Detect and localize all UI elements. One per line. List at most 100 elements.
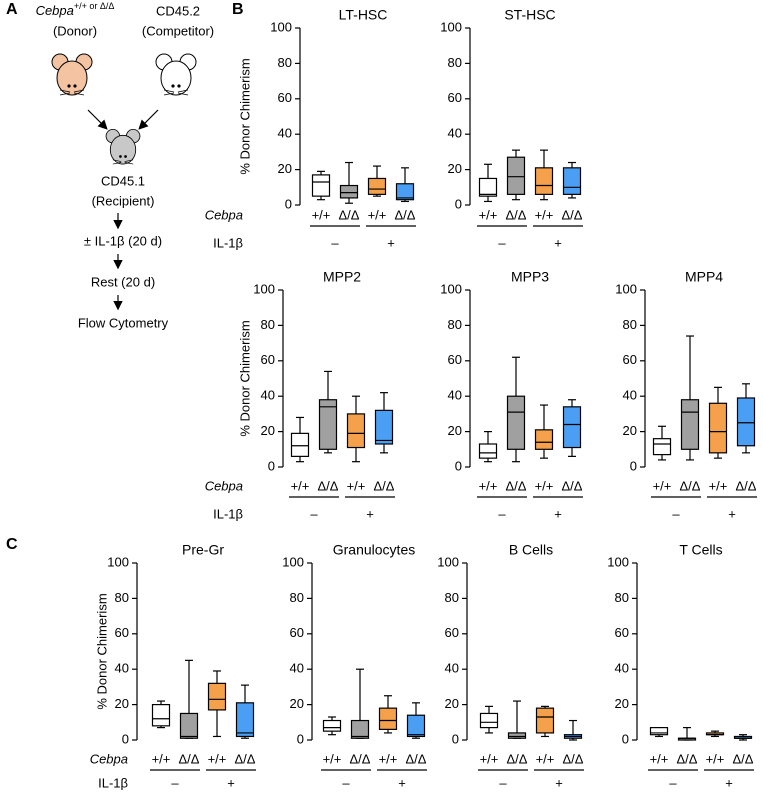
- x-tick-label: +/+: [535, 478, 554, 493]
- y-tick-label: 80: [623, 317, 637, 332]
- x-tick-label: +/+: [650, 751, 669, 766]
- row-label: Cebpa: [205, 207, 243, 222]
- y-tick-label: 20: [261, 423, 275, 438]
- y-tick-label: 100: [440, 19, 462, 34]
- recipient-role: (Recipient): [92, 193, 155, 208]
- box: [339, 184, 359, 199]
- y-tick-label: 0: [268, 458, 275, 473]
- donor-mouse: [51, 53, 93, 96]
- x-tick-label: +/+: [709, 478, 728, 493]
- donor-role: (Donor): [53, 23, 97, 38]
- box: [179, 712, 199, 739]
- y-tick-label: 20: [278, 161, 292, 176]
- y-tick-label: 80: [448, 55, 462, 70]
- chart-title: Pre-Gr: [182, 542, 224, 558]
- x-tick-label: Δ/Δ: [506, 478, 527, 493]
- group-label: +: [387, 235, 395, 250]
- y-tick-label: 60: [448, 90, 462, 105]
- y-tick-label: 40: [448, 388, 462, 403]
- y-tick-label: 20: [445, 696, 459, 711]
- box: [322, 719, 342, 732]
- group-label: +: [366, 506, 374, 521]
- chart-title: ST-HSC: [504, 7, 555, 23]
- box: [350, 719, 370, 739]
- x-tick-label: Δ/Δ: [562, 478, 583, 493]
- x-tick-label: Δ/Δ: [318, 478, 339, 493]
- y-tick-label: 40: [290, 661, 304, 676]
- x-tick-label: Δ/Δ: [406, 751, 427, 766]
- y-tick-label: 0: [622, 731, 629, 746]
- box: [207, 682, 227, 711]
- y-tick-label: 60: [615, 625, 629, 640]
- y-tick-label: 20: [623, 423, 637, 438]
- group-label: +: [554, 235, 562, 250]
- group-label: –: [669, 775, 677, 790]
- y-tick-label: 40: [445, 661, 459, 676]
- y-tick-label: 80: [115, 590, 129, 605]
- x-tick-label: Δ/Δ: [235, 751, 256, 766]
- box: [395, 183, 415, 201]
- box: [534, 429, 554, 450]
- y-tick-label: 60: [448, 352, 462, 367]
- x-tick-label: Δ/Δ: [179, 751, 200, 766]
- group-label: –: [672, 506, 680, 521]
- panel-label: C: [6, 536, 18, 553]
- y-tick-label: 0: [122, 731, 129, 746]
- group-label: –: [342, 775, 350, 790]
- group-label: +: [725, 775, 733, 790]
- competitor-mouse: [155, 53, 197, 96]
- y-tick-label: 20: [290, 696, 304, 711]
- x-tick-label: Δ/Δ: [562, 207, 583, 222]
- competitor-label: CD45.2: [156, 3, 200, 18]
- y-tick-label: 0: [630, 458, 637, 473]
- y-tick-label: 80: [445, 590, 459, 605]
- y-tick-label: 0: [285, 196, 292, 211]
- competitor-role: (Competitor): [142, 23, 214, 38]
- box: [374, 409, 394, 445]
- y-tick-label: 80: [261, 317, 275, 332]
- y-tick-label: 100: [437, 554, 459, 569]
- donor-label: Cebpa+/+ or Δ/Δ: [36, 1, 115, 18]
- y-tick-label: 0: [297, 731, 304, 746]
- group-label: +: [227, 775, 235, 790]
- donor-gene: Cebpa: [36, 3, 74, 18]
- row-label: Cebpa: [205, 478, 243, 493]
- x-tick-label: Δ/Δ: [395, 207, 416, 222]
- y-tick-label: 0: [455, 196, 462, 211]
- box-plot: Pre-Gr 0 20 40 60 80 100 % Donor Chimerism Cebpa…: [90, 542, 256, 790]
- arrow: [87, 109, 108, 130]
- donor-genotype: +/+ or Δ/Δ: [74, 1, 115, 11]
- group-label: –: [331, 235, 339, 250]
- row-label: IL-1β: [98, 775, 128, 790]
- x-tick-label: +/+: [312, 207, 331, 222]
- x-tick-label: +/+: [379, 751, 398, 766]
- row-label: IL-1β: [213, 506, 243, 521]
- y-tick-label: 40: [278, 126, 292, 141]
- y-tick-label: 0: [452, 731, 459, 746]
- box: [680, 399, 700, 450]
- x-tick-label: +/+: [291, 478, 310, 493]
- x-tick-label: Δ/Δ: [506, 207, 527, 222]
- x-tick-label: +/+: [535, 207, 554, 222]
- box: [708, 402, 728, 454]
- y-tick-label: 20: [448, 161, 462, 176]
- box: [562, 167, 582, 195]
- y-tick-label: 60: [623, 352, 637, 367]
- box: [235, 702, 255, 738]
- group-label: –: [498, 235, 506, 250]
- chart-title: MPP2: [323, 269, 361, 285]
- x-tick-label: +/+: [479, 207, 498, 222]
- step: Flow Cytometry: [78, 315, 169, 330]
- box: [311, 174, 331, 197]
- y-tick-label: 80: [290, 590, 304, 605]
- y-tick-label: 100: [282, 554, 304, 569]
- arrow: [138, 109, 159, 130]
- box: [346, 413, 366, 449]
- x-tick-label: +/+: [347, 478, 366, 493]
- x-tick-label: Δ/Δ: [563, 751, 584, 766]
- x-tick-label: Δ/Δ: [339, 207, 360, 222]
- box: [534, 167, 554, 195]
- x-tick-label: +/+: [368, 207, 387, 222]
